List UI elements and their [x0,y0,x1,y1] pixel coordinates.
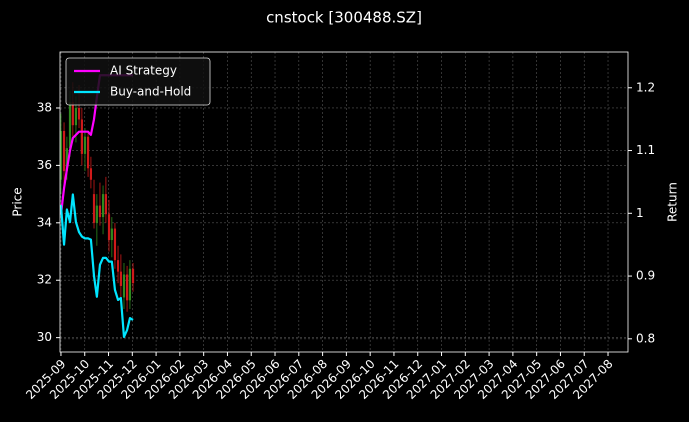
candle-body [107,214,111,241]
candle-body [110,228,113,241]
candle-body [101,194,105,218]
series-line [59,193,134,339]
y-tick-label: 30 [37,330,52,344]
y2-tick-label: 0.8 [636,331,655,345]
candle-body [125,274,129,301]
y-tick-label: 32 [37,273,52,287]
y2-tick-label: 1 [636,206,644,220]
y-axis-label: Price [11,187,25,216]
legend-label: AI Strategy [110,64,177,78]
candle-body [119,271,122,286]
candle-body [80,119,83,154]
y-tick-label: 34 [37,215,52,229]
chart-title: cnstock [300488.SZ] [266,9,422,27]
plot-frame [59,51,629,353]
candle-body [86,136,90,169]
y2-tick-label: 1.1 [636,143,655,157]
candle-body [113,228,117,261]
candle-body [77,107,81,120]
candle-body [92,194,96,223]
candle-body [62,130,66,172]
candle-body [71,102,74,126]
candle-body [128,268,132,301]
candle-body [122,274,126,298]
candle-body [131,268,135,284]
y2-axis-label: Return [666,182,680,222]
candle-body [98,205,102,218]
legend-label: Buy-and-Hold [110,85,191,99]
candle-body [68,102,72,149]
candle-body [83,136,87,154]
legend-box [65,57,211,106]
candle-body [104,194,108,215]
candle-body [89,168,93,180]
candle-body [65,148,68,172]
candle-body [74,107,78,126]
candle-body [116,260,120,272]
y-tick-label: 38 [37,100,52,114]
candle-body [95,205,98,223]
candle-body [59,130,63,180]
y2-tick-label: 0.9 [636,269,655,283]
legend: AI Strategy Buy-and-Hold [65,57,211,106]
y-tick-label: 36 [37,158,52,172]
y2-tick-label: 1.2 [636,80,655,94]
